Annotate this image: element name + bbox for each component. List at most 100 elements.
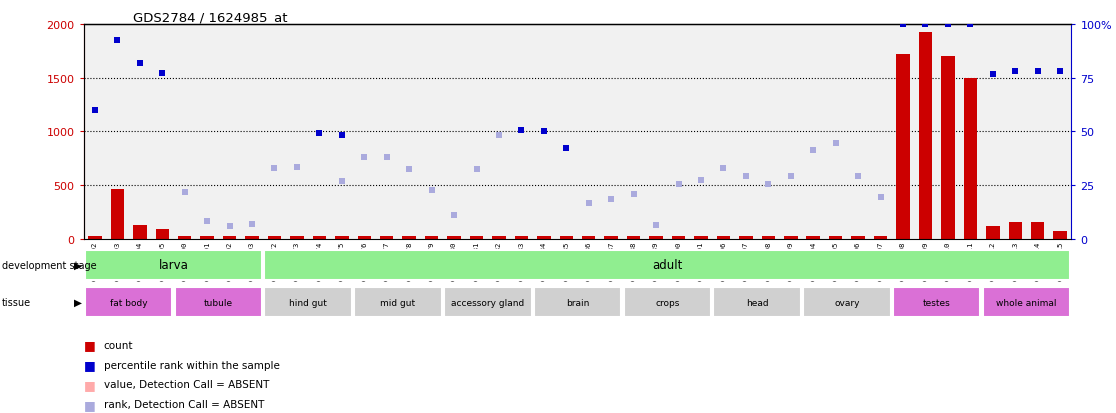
Bar [151,25,173,240]
Bar [578,25,600,240]
Bar [941,57,954,240]
Bar [379,236,394,240]
Bar [174,288,262,317]
Text: value, Detection Call = ABSENT: value, Detection Call = ABSENT [104,380,269,389]
Bar [847,25,869,240]
Text: head: head [745,298,769,307]
Text: hind gut: hind gut [289,298,327,307]
Bar [425,236,439,240]
Bar [583,236,596,240]
Text: ▶: ▶ [74,260,81,270]
Bar [196,25,219,240]
Text: tubule: tubule [204,298,233,307]
Text: percentile rank within the sample: percentile rank within the sample [104,360,280,370]
Bar [804,288,891,317]
Bar [357,236,371,240]
Bar [470,236,483,240]
Bar [264,288,352,317]
Text: brain: brain [566,298,589,307]
Bar [690,25,712,240]
Bar [1031,222,1045,240]
Bar [133,225,146,240]
Bar [330,25,353,240]
Bar [600,25,623,240]
Bar [444,288,531,317]
Bar [963,78,978,240]
Bar [1054,231,1067,240]
Bar [533,288,622,317]
Bar [914,25,936,240]
Bar [712,25,734,240]
Bar [761,236,775,240]
Bar [335,236,348,240]
Bar [177,236,192,240]
Bar [780,25,802,240]
Bar [85,251,262,280]
Bar [936,25,959,240]
Bar [88,236,102,240]
Bar [667,25,690,240]
Text: accessory gland: accessory gland [451,298,525,307]
Bar [219,25,241,240]
Bar [241,25,263,240]
Bar [1027,25,1049,240]
Text: ▶: ▶ [74,297,81,307]
Bar [1004,25,1027,240]
Bar [173,25,196,240]
Bar [308,25,330,240]
Bar [1049,25,1071,240]
Text: rank, Detection Call = ABSENT: rank, Detection Call = ABSENT [104,399,264,409]
Bar [829,236,843,240]
Text: ■: ■ [84,338,96,351]
Text: tissue: tissue [2,297,31,307]
Bar [403,236,416,240]
Bar [713,288,801,317]
Bar [869,25,892,240]
Bar [110,189,124,240]
Bar [312,236,326,240]
Text: ■: ■ [84,358,96,371]
Text: whole animal: whole animal [997,298,1057,307]
Bar [893,288,981,317]
Bar [510,25,532,240]
Text: fat body: fat body [109,298,147,307]
Bar [532,25,555,240]
Bar [492,236,506,240]
Bar [375,25,398,240]
Bar [353,25,375,240]
Bar [443,25,465,240]
Bar [1009,222,1022,240]
Bar [448,236,461,240]
Bar [223,236,237,240]
Bar [85,288,172,317]
Bar [398,25,421,240]
Bar [874,236,887,240]
Text: testes: testes [923,298,951,307]
Bar [263,25,286,240]
Bar [264,251,1070,280]
Text: ■: ■ [84,378,96,391]
Bar [246,236,259,240]
Bar [488,25,510,240]
Bar [155,230,169,240]
Bar [982,25,1004,240]
Bar [268,236,281,240]
Bar [757,25,780,240]
Bar [807,236,820,240]
Bar [465,25,488,240]
Bar [537,236,550,240]
Bar [694,236,708,240]
Text: larva: larva [158,259,189,272]
Bar [290,236,304,240]
Bar [605,236,618,240]
Text: adult: adult [652,259,683,272]
Bar [555,25,578,240]
Text: crops: crops [655,298,680,307]
Bar [624,288,711,317]
Bar [623,25,645,240]
Bar [514,236,528,240]
Bar [825,25,847,240]
Bar [128,25,151,240]
Bar [739,236,752,240]
Bar [734,25,757,240]
